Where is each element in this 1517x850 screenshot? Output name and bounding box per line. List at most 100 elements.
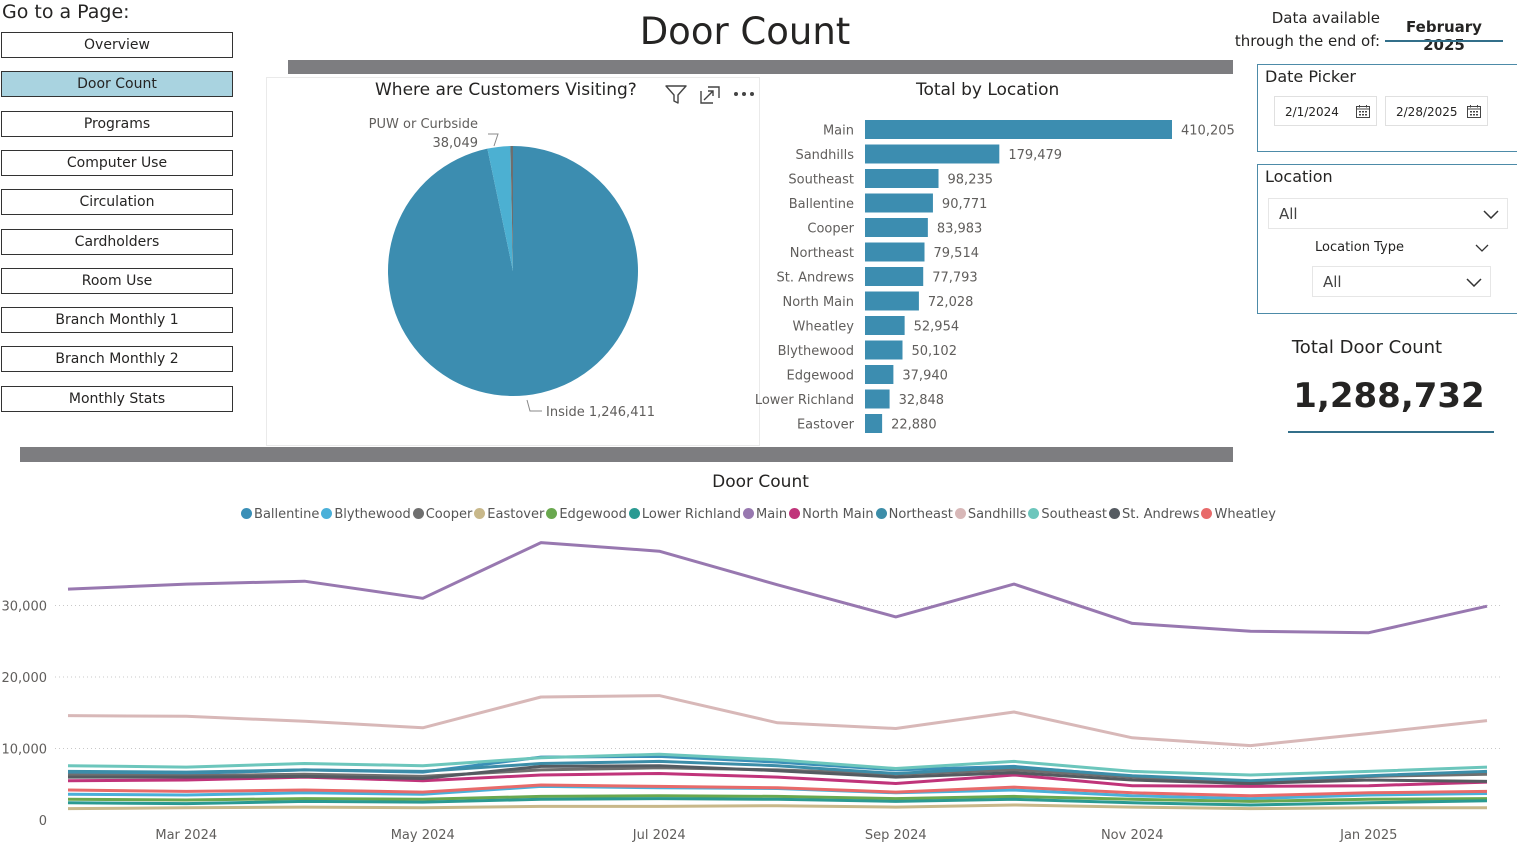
legend-label: Sandhills bbox=[967, 507, 1027, 522]
nav-button-monthly-stats[interactable]: Monthly Stats bbox=[1, 385, 233, 412]
data-available-month: February 2025 bbox=[1406, 18, 1482, 54]
bar-edgewood[interactable] bbox=[865, 365, 894, 384]
more-options-icon[interactable] bbox=[733, 90, 755, 98]
bar-value-label: 32,848 bbox=[899, 393, 945, 408]
x-tick-label: Sep 2024 bbox=[865, 828, 927, 843]
location-dropdown[interactable]: All bbox=[1268, 198, 1508, 229]
bar-value-label: 410,205 bbox=[1181, 124, 1235, 139]
line-series-wheatley[interactable] bbox=[67, 783, 1488, 798]
x-tick-label: Nov 2024 bbox=[1101, 828, 1164, 843]
bar-wheatley[interactable] bbox=[865, 316, 905, 335]
legend-label: Northeast bbox=[888, 507, 953, 522]
nav-button-computer-use[interactable]: Computer Use bbox=[1, 149, 233, 176]
legend-item-northeast[interactable]: Northeast bbox=[875, 507, 953, 522]
legend-dot bbox=[743, 508, 755, 519]
bar-category-label: Wheatley bbox=[793, 320, 855, 335]
line-series-edgewood[interactable] bbox=[67, 794, 1488, 803]
legend-label: North Main bbox=[802, 507, 874, 522]
start-date-input[interactable]: 2/1/2024 bbox=[1274, 96, 1377, 126]
legend-label: Eastover bbox=[487, 507, 545, 522]
end-date-value: 2/28/2025 bbox=[1396, 105, 1458, 119]
line-series-southeast[interactable] bbox=[67, 752, 1488, 777]
legend-dot bbox=[546, 508, 558, 519]
bar-value-label: 83,983 bbox=[937, 222, 983, 237]
line-chart-title: Door Count bbox=[712, 472, 809, 492]
calendar-icon[interactable] bbox=[1467, 105, 1481, 118]
pie-slice-puw-or-curbside[interactable] bbox=[487, 146, 513, 271]
location-type-title: Location Type bbox=[1315, 240, 1404, 255]
legend-item-main[interactable]: Main bbox=[743, 507, 787, 522]
nav-button-branch-monthly-1[interactable]: Branch Monthly 1 bbox=[1, 307, 233, 334]
legend-dot bbox=[412, 508, 424, 519]
legend-item-eastover[interactable]: Eastover bbox=[474, 507, 544, 522]
bar-lower-richland[interactable] bbox=[865, 389, 890, 409]
date-picker-title: Date Picker bbox=[1265, 67, 1356, 86]
end-date-input[interactable]: 2/28/2025 bbox=[1385, 96, 1488, 126]
bar-main[interactable] bbox=[865, 120, 1172, 139]
legend-item-lower-richland[interactable]: Lower Richland bbox=[628, 507, 741, 522]
legend-dot bbox=[1201, 508, 1213, 519]
nav-button-door-count[interactable]: Door Count bbox=[1, 71, 233, 98]
bar-category-label: Ballentine bbox=[789, 197, 854, 212]
bar-category-label: Lower Richland bbox=[755, 393, 854, 408]
nav-button-circulation[interactable]: Circulation bbox=[1, 189, 233, 216]
legend-item-cooper[interactable]: Cooper bbox=[412, 507, 472, 522]
focus-mode-icon[interactable] bbox=[700, 86, 720, 104]
calendar-icon[interactable] bbox=[1356, 105, 1370, 118]
legend-item-wheatley[interactable]: Wheatley bbox=[1201, 507, 1276, 522]
legend-label: Blythewood bbox=[334, 507, 411, 522]
legend-dot bbox=[474, 508, 486, 519]
bar-value-label: 77,793 bbox=[932, 271, 978, 286]
legend-item-ballentine[interactable]: Ballentine bbox=[241, 507, 319, 522]
bar-value-label: 37,940 bbox=[902, 369, 948, 384]
legend-item-st-andrews[interactable]: St. Andrews bbox=[1109, 507, 1199, 522]
legend-dot bbox=[1109, 508, 1121, 519]
legend-item-blythewood[interactable]: Blythewood bbox=[321, 507, 411, 522]
line-series-st-andrews[interactable] bbox=[68, 764, 1488, 785]
location-type-dropdown[interactable]: All bbox=[1312, 266, 1491, 297]
data-available-label: Data available through the end of: bbox=[1232, 7, 1380, 53]
start-date-value: 2/1/2024 bbox=[1285, 105, 1339, 119]
legend-item-north-main[interactable]: North Main bbox=[789, 507, 874, 522]
line-series-northeast[interactable] bbox=[67, 759, 1488, 783]
nav-button-room-use[interactable]: Room Use bbox=[1, 267, 233, 294]
line-series-lower-richland[interactable] bbox=[67, 797, 1488, 807]
bar-value-label: 179,479 bbox=[1008, 148, 1062, 163]
chevron-down-icon[interactable] bbox=[1475, 244, 1489, 252]
legend-label: Edgewood bbox=[559, 507, 627, 522]
nav-button-cardholders[interactable]: Cardholders bbox=[1, 228, 233, 255]
bar-northeast[interactable] bbox=[865, 242, 925, 262]
legend-dot bbox=[321, 508, 333, 519]
legend-item-southeast[interactable]: Southeast bbox=[1028, 507, 1107, 522]
bar-eastover[interactable] bbox=[865, 414, 883, 433]
x-tick-label: May 2024 bbox=[391, 828, 455, 843]
legend-label: Ballentine bbox=[254, 507, 320, 522]
bar-chart-title: Total by Location bbox=[916, 80, 1060, 100]
line-series-main[interactable] bbox=[67, 541, 1488, 635]
location-dropdown-value: All bbox=[1279, 205, 1298, 223]
chevron-down-icon[interactable] bbox=[1483, 210, 1499, 219]
bar-sandhills[interactable] bbox=[865, 144, 1000, 164]
bar-st-andrews[interactable] bbox=[865, 267, 924, 286]
legend-item-sandhills[interactable]: Sandhills bbox=[954, 507, 1027, 522]
bar-north-main[interactable] bbox=[865, 291, 919, 311]
nav-button-branch-monthly-2[interactable]: Branch Monthly 2 bbox=[1, 346, 233, 373]
pie-slice-other[interactable] bbox=[510, 146, 513, 271]
pie-leader-line bbox=[526, 399, 542, 412]
bar-ballentine[interactable] bbox=[865, 193, 933, 213]
line-chart: 0 10,000 20,000 30,000 Mar 2024 May 2024 Jul 2… bbox=[2, 541, 1500, 843]
bar-category-label: Blythewood bbox=[778, 344, 854, 359]
line-series-sandhills[interactable] bbox=[67, 694, 1488, 748]
chevron-down-icon[interactable] bbox=[1466, 278, 1482, 287]
nav-button-programs[interactable]: Programs bbox=[1, 110, 233, 137]
nav-button-overview[interactable]: Overview bbox=[1, 32, 233, 58]
legend-item-edgewood[interactable]: Edgewood bbox=[546, 507, 627, 522]
bar-cooper[interactable] bbox=[865, 218, 928, 237]
bar-southeast[interactable] bbox=[865, 169, 939, 188]
legend-dot bbox=[954, 508, 966, 519]
bar-value-label: 52,954 bbox=[914, 320, 960, 335]
data-available-line1: Data available bbox=[1271, 9, 1380, 27]
filter-icon[interactable] bbox=[665, 85, 687, 105]
line-series-eastover[interactable] bbox=[67, 803, 1487, 811]
bar-blythewood[interactable] bbox=[865, 340, 903, 360]
